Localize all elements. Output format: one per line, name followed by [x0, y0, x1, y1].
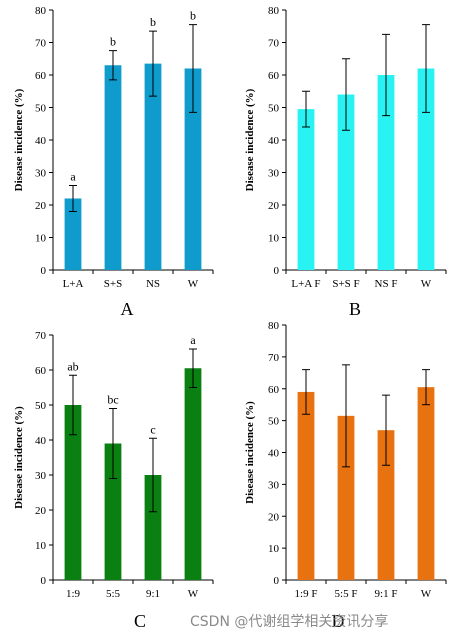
bar: [377, 75, 395, 270]
y-tick-label: 70: [268, 38, 280, 50]
bar: [184, 368, 202, 580]
bar: [417, 387, 435, 580]
y-axis-title: Disease incidence (%): [244, 401, 256, 504]
y-tick-label: 30: [35, 470, 47, 482]
y-axis-title: Disease incidence (%): [13, 406, 25, 509]
y-tick-label: 10: [268, 233, 280, 245]
x-tick-label: S+S F: [332, 278, 359, 290]
chart-panel-c: 0 10 20 30 40 50 60 70 ab 1:9 bc 5:5 c 9:1 a W Disease i…: [13, 330, 214, 631]
x-tick-label: NS F: [375, 278, 398, 290]
y-tick-label: 80: [268, 320, 280, 332]
y-tick-label: 10: [268, 543, 280, 555]
significance-label: a: [70, 170, 76, 184]
bar: [64, 405, 82, 580]
panel-label: A: [121, 299, 134, 319]
significance-label: b: [190, 9, 196, 23]
bar: [184, 68, 202, 270]
bar: [337, 94, 355, 270]
bar: [104, 443, 122, 580]
bar: [297, 109, 315, 270]
x-tick-label: W: [421, 588, 432, 600]
bar: [297, 391, 315, 580]
panel-label: B: [349, 299, 361, 319]
chart-panel-a: 0 10 20 30 40 50 60 70 80 a L+A b S+S b NS b W Disease in…: [13, 5, 214, 319]
y-tick-label: 70: [35, 330, 47, 342]
y-tick-label: 60: [268, 384, 280, 396]
y-tick-label: 80: [268, 5, 280, 17]
x-tick-label: 5:5: [106, 588, 121, 600]
y-tick-label: 20: [268, 511, 280, 523]
y-tick-label: 50: [268, 416, 280, 428]
x-tick-label: W: [421, 278, 432, 290]
y-tick-label: 10: [35, 233, 47, 245]
y-tick-label: 60: [35, 365, 47, 377]
x-tick-label: W: [188, 588, 199, 600]
y-tick-label: 30: [268, 168, 280, 180]
y-tick-label: 60: [268, 70, 280, 82]
significance-label: b: [150, 15, 156, 29]
y-tick-label: 70: [268, 352, 280, 364]
y-tick-label: 60: [35, 70, 47, 82]
x-tick-label: L+A: [63, 278, 84, 290]
x-tick-label: 9:1 F: [375, 588, 398, 600]
significance-label: a: [190, 333, 196, 347]
y-tick-label: 40: [268, 135, 280, 147]
bar: [104, 65, 122, 270]
x-tick-label: 1:9: [66, 588, 81, 600]
y-tick-label: 20: [35, 505, 47, 517]
watermark: CSDN @代谢组学相关资讯分享: [190, 614, 389, 630]
y-tick-label: 30: [268, 479, 280, 491]
y-tick-label: 0: [274, 575, 280, 587]
y-tick-label: 50: [35, 103, 47, 115]
y-tick-label: 0: [41, 575, 47, 587]
y-tick-label: 80: [35, 5, 47, 17]
significance-label: bc: [107, 393, 118, 407]
y-tick-label: 50: [35, 400, 47, 412]
y-tick-label: 70: [35, 38, 47, 50]
y-tick-label: 0: [274, 265, 280, 277]
bar: [144, 63, 162, 270]
y-axis-title: Disease incidence (%): [244, 88, 256, 191]
bar: [417, 68, 435, 270]
chart-panel-b: 0 10 20 30 40 50 60 70 80 L+A F S+S F NS F W Disease …: [244, 5, 447, 319]
panel-label: C: [134, 611, 146, 631]
bar: [337, 415, 355, 580]
x-tick-label: W: [188, 278, 199, 290]
y-tick-label: 50: [268, 103, 280, 115]
significance-label: ab: [67, 359, 78, 373]
bar: [144, 475, 162, 580]
x-tick-label: S+S: [104, 278, 122, 290]
x-tick-label: 9:1: [146, 588, 160, 600]
y-tick-label: 30: [35, 168, 47, 180]
y-axis-title: Disease incidence (%): [13, 88, 25, 191]
y-tick-label: 40: [35, 135, 47, 147]
panel-label: D: [332, 611, 345, 631]
y-tick-label: 40: [268, 448, 280, 460]
y-tick-label: 20: [35, 200, 47, 212]
bar: [377, 430, 395, 580]
x-tick-label: L+A F: [291, 278, 320, 290]
x-tick-label: 5:5 F: [335, 588, 358, 600]
y-tick-label: 40: [35, 435, 47, 447]
y-tick-label: 20: [268, 200, 280, 212]
significance-label: c: [150, 422, 155, 436]
x-tick-label: 1:9 F: [295, 588, 318, 600]
chart-panel-d: 0 10 20 30 40 50 60 70 80 1:9 F 5:5 F 9:1 F W Disease…: [244, 320, 447, 631]
bar: [64, 198, 82, 270]
y-tick-label: 0: [41, 265, 47, 277]
significance-label: b: [110, 35, 116, 49]
x-tick-label: NS: [146, 278, 160, 290]
y-tick-label: 10: [35, 540, 47, 552]
